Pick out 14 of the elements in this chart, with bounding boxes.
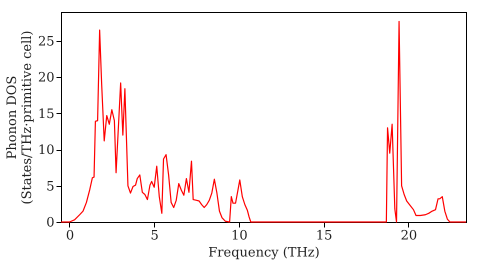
y-tick-label: 5 (46, 179, 54, 194)
y-tick-label: 10 (38, 143, 54, 158)
y-tick-label: 0 (46, 216, 54, 230)
y-axis-title: Phonon DOS (States/THz·primitive cell) (4, 30, 35, 205)
x-tick-label: 0 (66, 228, 74, 244)
x-axis-title: Frequency (THz) (208, 246, 320, 260)
y-tick-label: 20 (38, 70, 54, 86)
y-tick-label: 25 (38, 34, 54, 50)
line-series (60, 20, 467, 223)
x-tick-label: 5 (150, 228, 159, 244)
x-tick-label: 10 (231, 228, 248, 244)
x-tick-label: 20 (400, 228, 418, 244)
y-tick-label: 15 (38, 106, 54, 122)
x-tick-label: 15 (316, 228, 332, 244)
